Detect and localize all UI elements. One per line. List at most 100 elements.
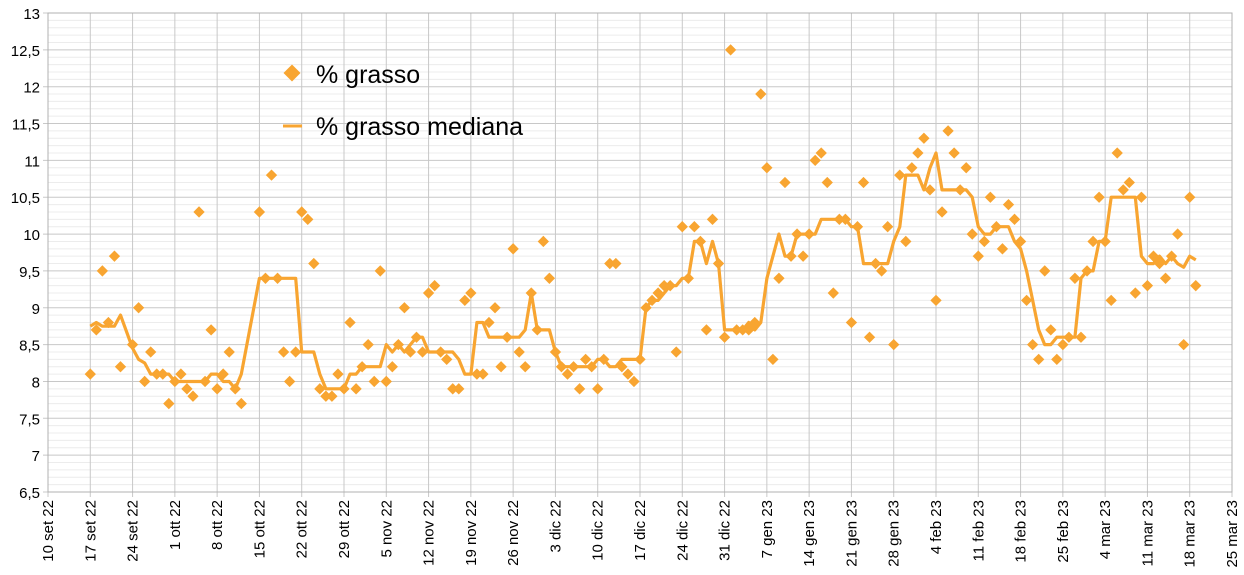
data-point [936, 206, 948, 218]
data-point [791, 228, 803, 240]
data-point [851, 221, 864, 233]
data-point [320, 390, 332, 402]
data-point [308, 257, 320, 270]
data-point [181, 383, 193, 395]
data-point [296, 206, 308, 218]
data-point [809, 154, 821, 167]
data-point [235, 397, 247, 410]
data-point [628, 375, 640, 388]
data-point [1057, 338, 1069, 351]
data-point [271, 272, 284, 284]
data-point [350, 383, 362, 395]
data-point [573, 383, 586, 395]
data-point [283, 375, 296, 388]
data-point [604, 257, 616, 270]
data-point [1045, 324, 1057, 336]
data-point [1093, 191, 1105, 203]
x-tick-label: 22 ott 22 [294, 500, 311, 558]
data-point [767, 353, 779, 366]
data-point [1184, 191, 1196, 203]
data-point [960, 162, 972, 174]
data-point [906, 162, 918, 174]
data-point [676, 221, 688, 233]
data-point [1063, 331, 1075, 343]
data-point [507, 243, 519, 255]
scatter-points [84, 44, 1202, 410]
data-point [441, 353, 453, 366]
x-tick-label: 8 ott 22 [209, 500, 226, 550]
data-point [428, 280, 441, 292]
data-point [374, 265, 386, 277]
data-point [833, 213, 846, 225]
data-point [815, 147, 827, 159]
data-point [217, 368, 229, 380]
data-point [193, 206, 205, 218]
data-point [265, 169, 278, 181]
data-point [900, 235, 912, 248]
data-point [779, 176, 791, 189]
data-point [803, 228, 815, 240]
data-point [579, 353, 592, 366]
data-point [622, 368, 634, 380]
x-tick-label: 4 mar 23 [1097, 500, 1114, 559]
data-point [163, 397, 175, 410]
data-point [175, 368, 187, 380]
x-tick-label: 29 ott 22 [336, 500, 353, 558]
y-tick-label: 9,5 [19, 264, 40, 281]
data-point [398, 302, 411, 314]
data-point [434, 346, 447, 358]
y-axis-ticks: 6,5 7 7,5 8 8,5 9 9,5 10 10,5 11 11,5 12 12,5 13 [11, 6, 40, 502]
data-point [108, 250, 121, 262]
data-point [368, 375, 380, 388]
data-point [924, 184, 936, 196]
data-point [682, 272, 694, 284]
data-point [610, 257, 622, 270]
data-point [598, 353, 610, 366]
data-point [561, 368, 574, 380]
x-tick-label: 26 nov 22 [505, 500, 522, 566]
data-point [1178, 338, 1190, 351]
data-point [447, 383, 459, 395]
y-tick-label: 9 [32, 301, 40, 318]
data-point [1159, 272, 1172, 284]
data-point [942, 125, 954, 137]
legend-label-grasso: % grasso [316, 61, 420, 89]
data-point [362, 338, 374, 351]
x-tick-label: 24 set 22 [125, 500, 142, 562]
data-point [477, 368, 489, 380]
data-point [718, 331, 731, 343]
y-tick-label: 12,5 [11, 43, 40, 60]
data-point [356, 361, 368, 373]
data-point [302, 213, 314, 225]
data-point [392, 338, 405, 351]
data-point [724, 44, 737, 56]
data-point [875, 265, 888, 277]
data-point [471, 368, 483, 380]
data-point [1171, 228, 1184, 240]
data-point [586, 361, 598, 373]
data-point [404, 346, 417, 358]
data-point [845, 316, 858, 329]
data-point [1026, 338, 1039, 351]
y-tick-label: 10 [23, 227, 40, 244]
x-tick-label: 7 gen 23 [759, 500, 776, 558]
data-point [410, 331, 423, 343]
data-point [157, 368, 169, 380]
x-tick-label: 12 nov 22 [421, 500, 438, 566]
data-point [730, 324, 743, 336]
data-point [1129, 287, 1142, 299]
data-point [126, 338, 139, 351]
y-tick-label: 12 [23, 80, 40, 97]
data-point [634, 353, 646, 366]
data-point [966, 228, 978, 240]
data-point [785, 250, 797, 262]
data-point [646, 294, 658, 307]
y-tick-label: 6,5 [19, 485, 40, 502]
data-point [1039, 265, 1051, 277]
data-point [616, 361, 628, 373]
x-tick-label: 31 dic 22 [717, 500, 734, 561]
data-point [199, 375, 211, 388]
data-point [169, 375, 181, 388]
data-point [205, 324, 217, 336]
